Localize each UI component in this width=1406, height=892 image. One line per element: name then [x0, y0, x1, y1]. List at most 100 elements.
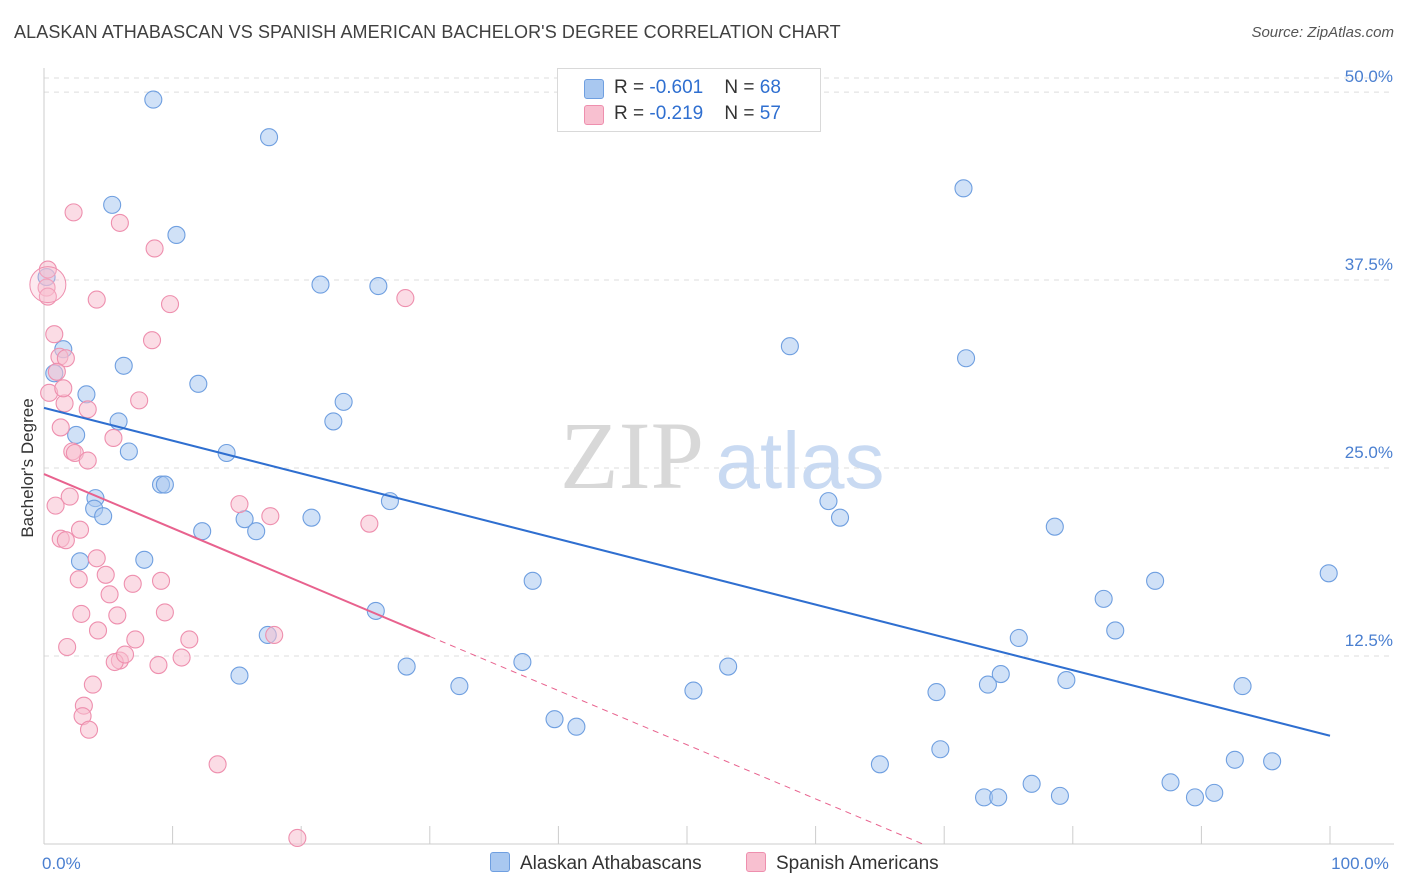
spanish-point [160, 295, 180, 314]
legend-n-value: 68 [759, 77, 781, 98]
spanish-point [56, 349, 75, 368]
spanish-point [100, 585, 119, 604]
athabascan-point [957, 349, 976, 368]
athabascan-point [230, 666, 249, 685]
athabascan-point [259, 128, 279, 147]
legend-swatch-pink [746, 852, 766, 872]
spanish-point [126, 630, 145, 649]
chart-title: ALASKAN ATHABASCAN VS SPANISH AMERICAN B… [14, 22, 841, 42]
spanish-point [64, 203, 83, 222]
athabascan-point [119, 442, 138, 461]
athabascan-point [567, 717, 586, 736]
spanish-point [130, 391, 149, 410]
athabascan-point [1045, 517, 1064, 536]
athabascan-point [1050, 786, 1069, 805]
athabascan-point [155, 475, 174, 494]
spanish-point [55, 394, 74, 413]
spanish-point [29, 266, 67, 304]
spanish-point [123, 574, 142, 593]
athabascan-point [1205, 783, 1224, 802]
spanish-point [360, 514, 379, 533]
spanish-point [96, 565, 115, 584]
x-tick-label: 0.0% [42, 854, 81, 873]
athabascan-point [1225, 750, 1244, 769]
spanish-point [142, 331, 162, 350]
athabascan-point [1057, 671, 1076, 690]
athabascan-point [523, 571, 542, 590]
spanish-point [149, 655, 168, 675]
legend-n-label: N = [724, 103, 760, 124]
legend-r-label: R = [614, 103, 650, 124]
spanish-point [172, 648, 191, 667]
athabascan-point [302, 508, 321, 527]
athabascan-point [830, 508, 850, 527]
athabascan-point [1185, 788, 1205, 807]
athabascan-trend-line [43, 406, 1331, 737]
athabascan-point [870, 755, 889, 774]
watermark: ZIP atlas [560, 402, 884, 509]
correlation-legend: R = -0.601 N = 68 R = -0.219 N = 57 [557, 68, 821, 132]
spanish-point [155, 603, 174, 622]
source-label: Source: ZipAtlas.com [1251, 24, 1394, 41]
grid-lines [44, 77, 1394, 657]
spanish-point [58, 637, 77, 657]
athabascan-point [1161, 773, 1180, 792]
spanish-point [104, 428, 123, 448]
spanish-point [83, 675, 102, 694]
spanish-point [110, 213, 129, 232]
athabascan-point [1022, 774, 1041, 793]
y-tick-label: 50.0% [1345, 67, 1393, 86]
y-tick-label: 37.5% [1345, 255, 1393, 274]
legend-item-spanish[interactable]: Spanish Americans [746, 852, 939, 875]
legend-n-label: N = [724, 77, 760, 98]
athabascan-point [144, 90, 163, 109]
athabascan-point [819, 492, 838, 511]
athabascan-point [94, 507, 113, 526]
athabascan-point [931, 740, 950, 759]
athabascan-point [397, 657, 416, 676]
athabascan-point [927, 683, 946, 702]
spanish-point [115, 645, 135, 664]
athabascan-point [780, 337, 799, 356]
spanish-point [108, 606, 127, 625]
athabascan-point [77, 385, 96, 404]
athabascan-point [189, 374, 208, 393]
athabascan-point [1009, 628, 1028, 648]
spanish-point [70, 520, 90, 539]
spanish-point [69, 570, 88, 589]
legend-label: Alaskan Athabascans [520, 853, 702, 874]
spanish-point [396, 289, 415, 308]
athabascan-point [989, 788, 1008, 807]
trend-lines [43, 406, 1331, 845]
watermark-zip: ZIP [560, 402, 704, 509]
legend-r-value: -0.219 [649, 103, 704, 124]
legend-r-label: R = [614, 77, 650, 98]
spanish-point [54, 379, 73, 398]
athabascan-point [114, 356, 133, 375]
athabascan-point [978, 675, 997, 694]
athabascan-point [135, 550, 154, 569]
legend-r-value: -0.601 [649, 77, 704, 98]
spanish-point [79, 720, 99, 739]
spanish-point [208, 755, 227, 774]
spanish-point [46, 496, 65, 515]
legend-item-athabascans[interactable]: Alaskan Athabascans [490, 852, 702, 875]
athabascan-point [513, 652, 532, 672]
spanish-point [87, 290, 106, 309]
athabascan-point [1146, 571, 1165, 590]
athabascan-point [1319, 564, 1338, 583]
athabascan-point [1094, 589, 1113, 608]
spanish-point [56, 531, 75, 550]
y-axis-label: Bachelor's Degree [18, 398, 37, 537]
athabascan-point [684, 681, 703, 700]
athabascan-point [1233, 677, 1252, 696]
athabascan-point [324, 412, 343, 431]
athabascan-point [1263, 752, 1282, 771]
y-tick-label: 12.5% [1345, 631, 1393, 650]
legend-swatch-blue [584, 79, 604, 99]
y-tick-label: 25.0% [1345, 443, 1393, 462]
spanish-point [151, 571, 171, 590]
athabascan-point [450, 677, 469, 696]
spanish-point [180, 630, 199, 649]
